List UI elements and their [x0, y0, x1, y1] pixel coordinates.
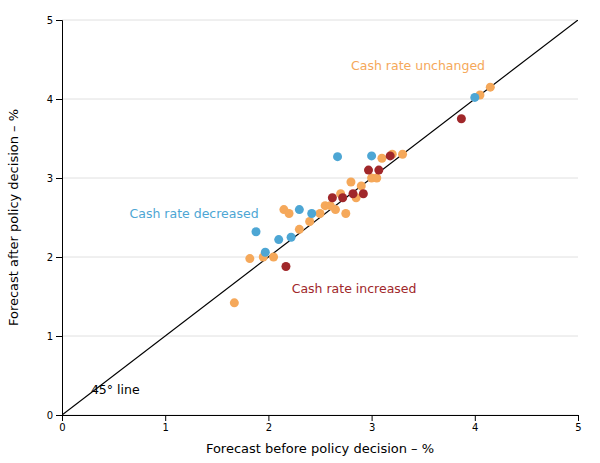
- tick-mark: [578, 415, 579, 421]
- series: [281, 114, 465, 271]
- tick-label: 0: [47, 410, 53, 421]
- point: [367, 151, 376, 160]
- tick-label: 4: [472, 422, 478, 433]
- point: [274, 235, 283, 244]
- tick-label: 5: [47, 15, 53, 26]
- point: [269, 253, 278, 262]
- point: [374, 166, 383, 175]
- annotation: Cash rate unchanged: [351, 58, 485, 73]
- point: [261, 248, 270, 257]
- point: [307, 209, 316, 218]
- tick: 4: [472, 415, 478, 433]
- point: [245, 254, 254, 263]
- tick: 4: [47, 94, 62, 105]
- tick-label: 1: [163, 422, 169, 433]
- tick-label: 2: [47, 252, 53, 263]
- point: [331, 205, 340, 214]
- tick-label: 1: [47, 331, 53, 342]
- tick-mark: [56, 257, 62, 258]
- point: [252, 227, 261, 236]
- tick: 5: [47, 15, 62, 26]
- grid-line: [62, 178, 578, 179]
- point: [281, 262, 290, 271]
- tick-mark: [56, 20, 62, 21]
- grid-line: [62, 257, 578, 258]
- point: [398, 150, 407, 159]
- point: [287, 233, 296, 242]
- tick: 5: [575, 415, 581, 433]
- point: [457, 114, 466, 123]
- tick-label: 5: [575, 422, 581, 433]
- point: [470, 93, 479, 102]
- plot: 012345012345Cash rate unchangedCash rate…: [47, 15, 582, 433]
- point: [333, 152, 342, 161]
- y-axis: 0 1 2 3 4 5: [47, 15, 63, 421]
- tick-label: 3: [47, 173, 53, 184]
- tick-mark: [372, 415, 373, 421]
- grid-line: [62, 99, 578, 100]
- tick-label: 2: [266, 422, 272, 433]
- tick-mark: [56, 178, 62, 179]
- tick: 0: [47, 410, 62, 421]
- point: [357, 181, 366, 190]
- grid-line: [62, 336, 578, 337]
- tick: 2: [266, 415, 272, 433]
- point: [359, 189, 368, 198]
- marks: [62, 20, 578, 415]
- axis-line: [56, 21, 63, 416]
- point: [346, 177, 355, 186]
- tick: 3: [47, 173, 62, 184]
- point: [295, 225, 304, 234]
- series: [230, 83, 495, 308]
- point: [377, 154, 386, 163]
- tick: 1: [47, 331, 62, 342]
- tick-mark: [56, 99, 62, 100]
- tick-label: 4: [47, 94, 53, 105]
- annotations: Cash rate unchanged Cash rate decreased Ca…: [91, 58, 485, 397]
- x-axis: 0 1 2 3 4 5: [59, 415, 581, 433]
- series: [252, 93, 480, 257]
- point: [364, 166, 373, 175]
- annotation: 45° line: [91, 382, 140, 397]
- point: [486, 83, 495, 92]
- y-axis-title: Forecast after policy decision – %: [6, 109, 21, 326]
- point: [295, 205, 304, 214]
- point: [316, 209, 325, 218]
- tick-mark: [475, 415, 476, 421]
- tick: 3: [369, 415, 375, 433]
- tick: 1: [163, 415, 169, 433]
- reference-line: [62, 20, 578, 415]
- annotation: Cash rate decreased: [130, 206, 259, 221]
- point: [349, 189, 358, 198]
- point: [338, 193, 347, 202]
- tick-label: 0: [59, 422, 65, 433]
- point: [305, 217, 314, 226]
- axis-line: [63, 416, 579, 422]
- x-axis-title: Forecast before policy decision – %: [206, 441, 434, 456]
- grid-line: [62, 20, 578, 21]
- tick-mark: [56, 415, 62, 416]
- tick-mark: [165, 415, 166, 421]
- chart: 012345012345Cash rate unchangedCash rate…: [0, 0, 600, 463]
- annotation: Cash rate increased: [292, 281, 417, 296]
- tick: 0: [59, 415, 65, 433]
- point: [328, 193, 337, 202]
- tick-mark: [56, 336, 62, 337]
- point: [230, 298, 239, 307]
- point: [372, 174, 381, 183]
- tick-mark: [268, 415, 269, 421]
- grid: [62, 20, 578, 415]
- tick-label: 3: [369, 422, 375, 433]
- tick: 2: [47, 252, 62, 263]
- point: [341, 209, 350, 218]
- point: [285, 209, 294, 218]
- point: [386, 151, 395, 160]
